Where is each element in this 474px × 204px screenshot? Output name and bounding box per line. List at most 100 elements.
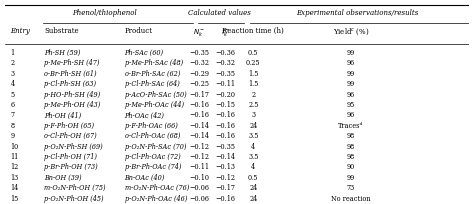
Text: 4: 4 — [251, 163, 255, 171]
Text: 99: 99 — [346, 80, 355, 88]
Text: −0.36: −0.36 — [215, 49, 236, 57]
Text: p-Br-Ph-OH (73): p-Br-Ph-OH (73) — [44, 163, 98, 171]
Text: 96: 96 — [346, 111, 355, 119]
Text: Yield$^c$ (%): Yield$^c$ (%) — [333, 27, 369, 37]
Text: −0.14: −0.14 — [189, 122, 209, 130]
Text: −0.16: −0.16 — [215, 111, 236, 119]
Text: 10: 10 — [10, 143, 18, 151]
Text: Substrate: Substrate — [44, 27, 79, 35]
Text: 99: 99 — [346, 49, 355, 57]
Text: p-AcO-Ph-SAc (50): p-AcO-Ph-SAc (50) — [125, 91, 186, 99]
Text: −0.12: −0.12 — [189, 153, 209, 161]
Text: o-Cl-Ph-OH (67): o-Cl-Ph-OH (67) — [44, 132, 97, 140]
Text: 90: 90 — [346, 163, 355, 171]
Text: −0.16: −0.16 — [215, 122, 236, 130]
Text: Ph-OH (41): Ph-OH (41) — [44, 111, 82, 119]
Text: 2.5: 2.5 — [248, 101, 258, 109]
Text: −0.32: −0.32 — [215, 59, 236, 67]
Text: −0.25: −0.25 — [189, 80, 209, 88]
Text: p-Cl-Ph-SAc (64): p-Cl-Ph-SAc (64) — [125, 80, 179, 88]
Text: m-O₂N-Ph-OH (75): m-O₂N-Ph-OH (75) — [44, 184, 106, 192]
Text: Ph-SH (59): Ph-SH (59) — [44, 49, 81, 57]
Text: −0.11: −0.11 — [189, 163, 209, 171]
Text: 0.5: 0.5 — [248, 174, 258, 182]
Text: p-F-Ph-OH (65): p-F-Ph-OH (65) — [44, 122, 94, 130]
Text: 99: 99 — [346, 70, 355, 78]
Text: 5: 5 — [10, 91, 14, 99]
Text: o-Br-Ph-SAc (62): o-Br-Ph-SAc (62) — [125, 70, 180, 78]
Text: Ph-SAc (60): Ph-SAc (60) — [125, 49, 164, 57]
Text: −0.16: −0.16 — [189, 111, 209, 119]
Text: 0.5: 0.5 — [248, 49, 258, 57]
Text: 96: 96 — [346, 91, 355, 99]
Text: −0.16: −0.16 — [189, 101, 209, 109]
Text: 24: 24 — [249, 122, 257, 130]
Text: p-Me-Ph-OAc (44): p-Me-Ph-OAc (44) — [125, 101, 183, 109]
Text: −0.16: −0.16 — [215, 132, 236, 140]
Text: Experimental observations/results: Experimental observations/results — [297, 9, 419, 17]
Text: p-Cl-Ph-OAc (72): p-Cl-Ph-OAc (72) — [125, 153, 180, 161]
Text: −0.14: −0.14 — [215, 153, 236, 161]
Text: 6: 6 — [10, 101, 14, 109]
Text: Reaction time (h): Reaction time (h) — [222, 27, 284, 35]
Text: 24: 24 — [249, 195, 257, 203]
Text: Phenol/thiophenol: Phenol/thiophenol — [72, 9, 137, 17]
Text: 24: 24 — [249, 184, 257, 192]
Text: No reaction: No reaction — [331, 195, 371, 203]
Text: −0.15: −0.15 — [215, 101, 236, 109]
Text: Bn-OAc (40): Bn-OAc (40) — [125, 174, 165, 182]
Text: 7: 7 — [10, 111, 14, 119]
Text: −0.32: −0.32 — [189, 59, 209, 67]
Text: Calculated values: Calculated values — [188, 9, 251, 17]
Text: −0.12: −0.12 — [215, 174, 236, 182]
Text: 2: 2 — [10, 59, 14, 67]
Text: 9: 9 — [10, 132, 14, 140]
Text: 1: 1 — [10, 49, 14, 57]
Text: −0.13: −0.13 — [215, 163, 236, 171]
Text: −0.11: −0.11 — [215, 80, 236, 88]
Text: 95: 95 — [346, 101, 355, 109]
Text: p-Cl-Ph-OH (71): p-Cl-Ph-OH (71) — [44, 153, 97, 161]
Text: 14: 14 — [10, 184, 18, 192]
Text: 12: 12 — [10, 163, 18, 171]
Text: 4: 4 — [10, 80, 14, 88]
Text: 98: 98 — [346, 153, 355, 161]
Text: −0.17: −0.17 — [189, 91, 209, 99]
Text: p-O₂N-Ph-OAc (46): p-O₂N-Ph-OAc (46) — [125, 195, 187, 203]
Text: −0.35: −0.35 — [189, 49, 209, 57]
Text: p-F-Ph-OAc (66): p-F-Ph-OAc (66) — [125, 122, 177, 130]
Text: −0.06: −0.06 — [189, 184, 209, 192]
Text: $N_k^-$: $N_k^-$ — [193, 27, 205, 38]
Text: Entry: Entry — [10, 27, 30, 35]
Text: Tracesᵈ: Tracesᵈ — [338, 122, 364, 130]
Text: p-O₂N-Ph-SH (69): p-O₂N-Ph-SH (69) — [44, 143, 103, 151]
Text: 8: 8 — [10, 122, 14, 130]
Text: 2: 2 — [251, 91, 255, 99]
Text: p-Me-Ph-OH (43): p-Me-Ph-OH (43) — [44, 101, 100, 109]
Text: 99: 99 — [346, 174, 355, 182]
Text: −0.35: −0.35 — [215, 143, 236, 151]
Text: p-Me-Ph-SH (47): p-Me-Ph-SH (47) — [44, 59, 100, 67]
Text: o-Br-Ph-SH (61): o-Br-Ph-SH (61) — [44, 70, 97, 78]
Text: −0.06: −0.06 — [189, 195, 209, 203]
Text: 4: 4 — [251, 143, 255, 151]
Text: p-HO-Ph-SH (49): p-HO-Ph-SH (49) — [44, 91, 100, 99]
Text: 13: 13 — [10, 174, 18, 182]
Text: −0.14: −0.14 — [189, 132, 209, 140]
Text: 96: 96 — [346, 59, 355, 67]
Text: p-Br-Ph-OAc (74): p-Br-Ph-OAc (74) — [125, 163, 181, 171]
Text: m-O₂N-Ph-OAc (76): m-O₂N-Ph-OAc (76) — [125, 184, 189, 192]
Text: p-O₂N-Ph-OH (45): p-O₂N-Ph-OH (45) — [44, 195, 104, 203]
Text: −0.12: −0.12 — [189, 143, 209, 151]
Text: 3.5: 3.5 — [248, 153, 258, 161]
Text: Bn-OH (39): Bn-OH (39) — [44, 174, 82, 182]
Text: Ph-OAc (42): Ph-OAc (42) — [125, 111, 164, 119]
Text: 1.5: 1.5 — [248, 80, 258, 88]
Text: $f_k^-$: $f_k^-$ — [221, 27, 230, 38]
Text: 98: 98 — [346, 132, 355, 140]
Text: −0.29: −0.29 — [189, 70, 209, 78]
Text: 0.25: 0.25 — [246, 59, 261, 67]
Text: −0.16: −0.16 — [215, 195, 236, 203]
Text: p-Me-Ph-SAc (48): p-Me-Ph-SAc (48) — [125, 59, 182, 67]
Text: o-Cl-Ph-OAc (68): o-Cl-Ph-OAc (68) — [125, 132, 180, 140]
